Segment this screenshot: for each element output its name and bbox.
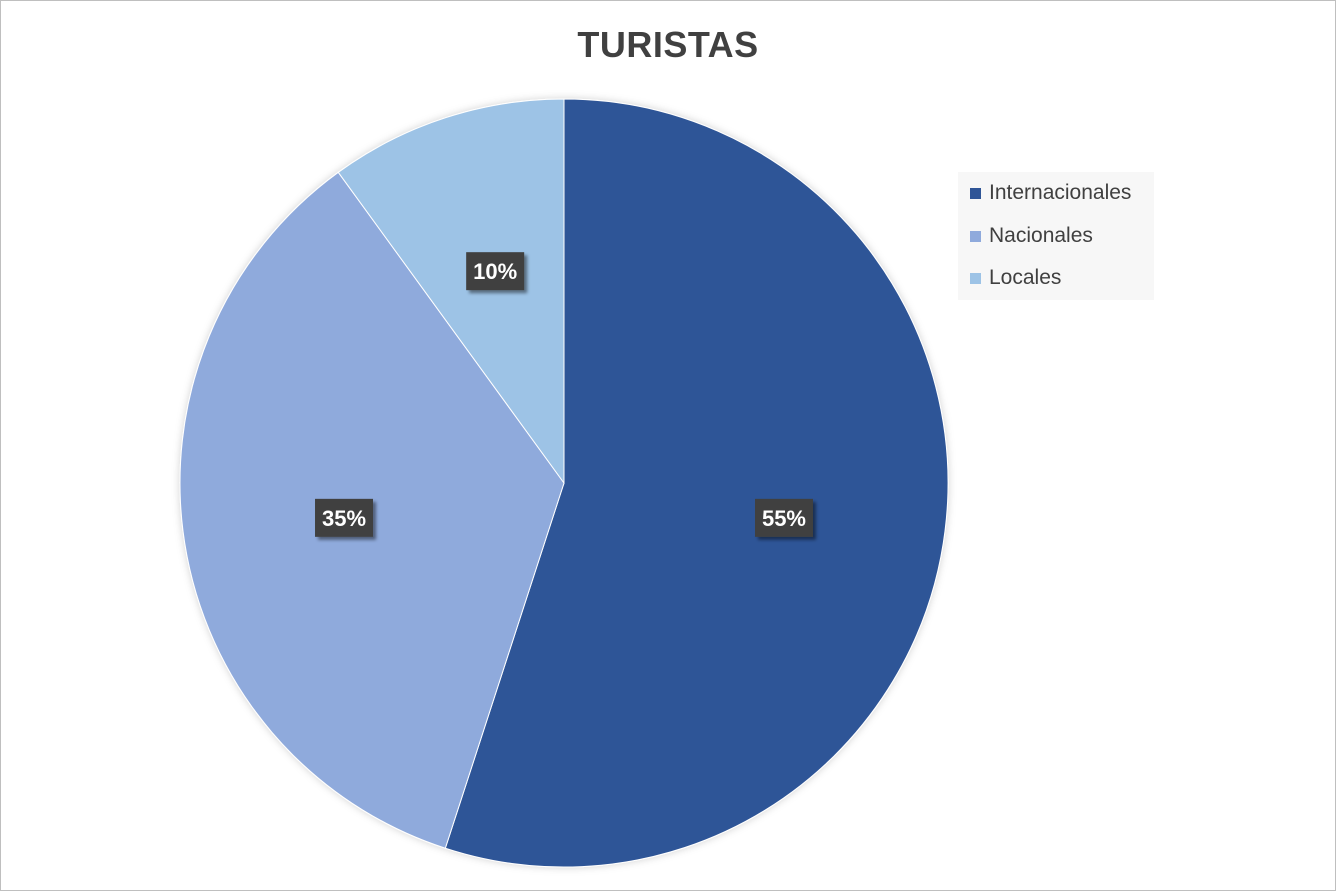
data-label-box-nacionales — [315, 498, 374, 537]
pie-data-labels: 55% 35% 10% — [315, 252, 813, 537]
chart-legend: Internacionales Nacionales Locales — [958, 172, 1154, 300]
legend-label-nacionales: Nacionales — [989, 224, 1093, 247]
pie-slice-locales — [337, 98, 565, 485]
legend-swatch-nacionales — [970, 230, 981, 242]
data-label-locales: 10% — [466, 252, 525, 291]
legend-item-locales: Locales — [970, 266, 1061, 290]
data-label-text-internacionales: 55% — [762, 506, 806, 531]
data-label-text-locales: 10% — [473, 259, 517, 284]
pie-slice-internacionales — [444, 98, 949, 868]
legend-label-internacionales: Internacionales — [989, 181, 1132, 204]
legend-swatch-locales — [970, 272, 981, 284]
data-label-text-nacionales: 35% — [322, 506, 366, 531]
legend-label-locales: Locales — [989, 266, 1062, 289]
chart-title: TURISTAS — [577, 24, 759, 65]
data-label-box-locales — [466, 252, 525, 291]
legend-item-internacionales: Internacionales — [970, 181, 1131, 205]
legend-swatch-internacionales — [970, 187, 981, 199]
data-label-box-internacionales — [754, 498, 813, 537]
legend-item-nacionales: Nacionales — [970, 224, 1093, 248]
pie-slices — [179, 98, 949, 868]
data-label-nacionales: 35% — [315, 498, 374, 537]
data-label-internacionales: 55% — [754, 498, 813, 537]
